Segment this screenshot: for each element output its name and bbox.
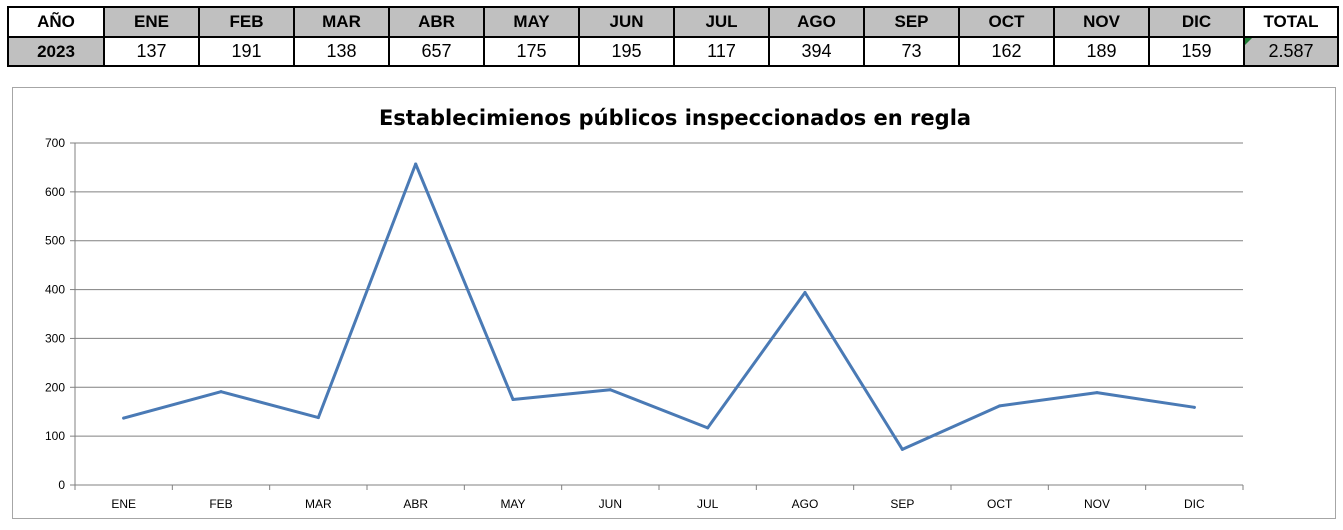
total-value: 2.587 bbox=[1268, 41, 1314, 61]
data-point bbox=[803, 291, 807, 295]
table-header-row: AÑO ENE FEB MAR ABR MAY JUN JUL AGO SEP … bbox=[7, 6, 1339, 38]
data-point bbox=[706, 426, 710, 430]
x-tick-label: OCT bbox=[987, 497, 1013, 511]
y-tick-label: 500 bbox=[45, 234, 65, 248]
value-cell: 159 bbox=[1148, 36, 1245, 67]
value-cell: 394 bbox=[768, 36, 865, 67]
value-cell: 189 bbox=[1053, 36, 1150, 67]
month-header: NOV bbox=[1053, 6, 1150, 38]
y-tick-label: 600 bbox=[45, 185, 65, 199]
axes bbox=[70, 142, 1244, 490]
value-cell: 657 bbox=[388, 36, 485, 67]
month-header: JUN bbox=[578, 6, 675, 38]
month-header: FEB bbox=[198, 6, 295, 38]
data-point bbox=[1095, 391, 1099, 395]
data-point bbox=[511, 398, 515, 401]
x-tick-label: JUN bbox=[599, 497, 622, 511]
monthly-table: AÑO ENE FEB MAR ABR MAY JUN JUL AGO SEP … bbox=[7, 6, 1339, 67]
month-header: MAY bbox=[483, 6, 580, 38]
total-cell[interactable]: 2.587 bbox=[1243, 36, 1339, 67]
month-header: AGO bbox=[768, 6, 865, 38]
y-tick-label: 200 bbox=[45, 380, 65, 394]
series bbox=[122, 162, 1196, 451]
x-tick-label: ABR bbox=[403, 497, 428, 511]
value-cell: 117 bbox=[673, 36, 770, 67]
x-tick-label: ENE bbox=[111, 497, 136, 511]
data-point bbox=[316, 416, 320, 420]
month-header: MAR bbox=[293, 6, 390, 38]
x-tick-label: MAR bbox=[305, 497, 332, 511]
gridlines bbox=[75, 142, 1243, 437]
x-tick-label: NOV bbox=[1084, 497, 1110, 511]
month-header: ENE bbox=[103, 6, 200, 38]
x-tick-label: MAY bbox=[500, 497, 525, 511]
value-cell: 137 bbox=[103, 36, 200, 67]
y-tick-label: 0 bbox=[58, 478, 65, 492]
tick-labels: 0 100 200 300 400 500 600 700 ENE FEB MAR ABR MAY JUN… bbox=[45, 136, 1205, 511]
chart-title: Establecimienos públicos inspeccionados … bbox=[379, 106, 971, 130]
x-tick-label: FEB bbox=[209, 497, 232, 511]
total-header: TOTAL bbox=[1243, 6, 1339, 38]
cell-marker-icon bbox=[1246, 39, 1252, 45]
y-tick-label: 300 bbox=[45, 331, 65, 345]
month-header: SEP bbox=[863, 6, 960, 38]
month-header: ABR bbox=[388, 6, 485, 38]
data-point bbox=[414, 162, 418, 166]
series-line bbox=[122, 162, 1196, 451]
data-point bbox=[998, 404, 1002, 408]
year-cell: 2023 bbox=[7, 36, 105, 67]
value-cell: 195 bbox=[578, 36, 675, 67]
data-point bbox=[900, 447, 904, 451]
value-cell: 138 bbox=[293, 36, 390, 67]
y-tick-label: 700 bbox=[45, 136, 65, 150]
x-tick-label: AGO bbox=[792, 497, 819, 511]
x-tick-label: JUL bbox=[697, 497, 719, 511]
x-tick-label: DIC bbox=[1184, 497, 1205, 511]
value-cell: 162 bbox=[958, 36, 1055, 67]
chart-area: Establecimienos públicos inspeccionados … bbox=[12, 87, 1336, 519]
data-point bbox=[122, 416, 126, 420]
data-point bbox=[1192, 405, 1196, 409]
y-tick-label: 100 bbox=[45, 429, 65, 443]
month-header: JUL bbox=[673, 6, 770, 38]
value-cell: 191 bbox=[198, 36, 295, 67]
data-point bbox=[608, 388, 612, 392]
year-header: AÑO bbox=[7, 6, 105, 38]
y-tick-label: 400 bbox=[45, 283, 65, 297]
value-cell: 175 bbox=[483, 36, 580, 67]
line-chart: Establecimienos públicos inspeccionados … bbox=[45, 106, 1244, 511]
table-row: 2023 137 191 138 657 175 195 117 394 73 … bbox=[7, 36, 1339, 67]
x-tick-label: SEP bbox=[890, 497, 914, 511]
month-header: DIC bbox=[1148, 6, 1245, 38]
value-cell: 73 bbox=[863, 36, 960, 67]
data-point bbox=[219, 390, 223, 394]
month-header: OCT bbox=[958, 6, 1055, 38]
